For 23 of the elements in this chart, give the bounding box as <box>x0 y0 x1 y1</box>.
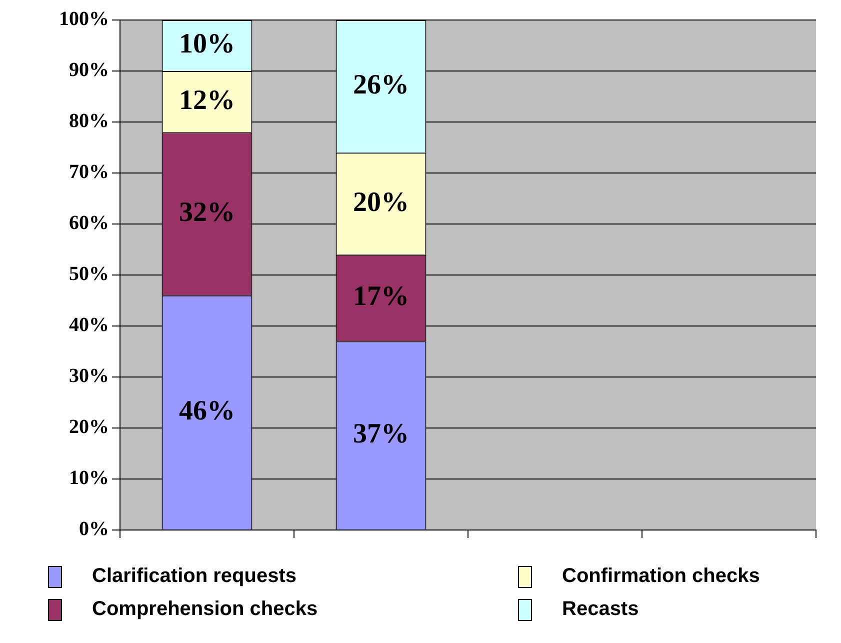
data-label: 12% <box>179 84 235 116</box>
data-label: 46% <box>179 396 235 427</box>
y-tick-label: 90% <box>69 59 109 82</box>
legend-label: Clarification requests <box>92 565 297 588</box>
y-tick-label: 10% <box>69 467 109 490</box>
y-tick-label: 30% <box>69 365 109 388</box>
legend-label: Comprehension checks <box>92 598 318 621</box>
y-tick-label: 80% <box>69 110 109 132</box>
y-tick-label: 40% <box>69 314 109 336</box>
data-label: 26% <box>353 70 409 101</box>
y-tick-label: 50% <box>69 263 109 286</box>
y-tick-label: 70% <box>69 161 109 184</box>
y-tick-label: 0% <box>79 518 109 540</box>
y-tick-label: 100% <box>59 8 109 30</box>
data-label: 20% <box>353 186 409 218</box>
legend-label: Confirmation checks <box>562 565 760 588</box>
data-label: 32% <box>179 197 235 228</box>
legend-label: Recasts <box>562 598 639 621</box>
y-tick-label: 60% <box>69 212 109 234</box>
data-label: 37% <box>353 418 409 450</box>
data-label: 10% <box>179 28 235 60</box>
y-tick-label: 20% <box>69 416 109 438</box>
data-label: 17% <box>353 281 409 312</box>
